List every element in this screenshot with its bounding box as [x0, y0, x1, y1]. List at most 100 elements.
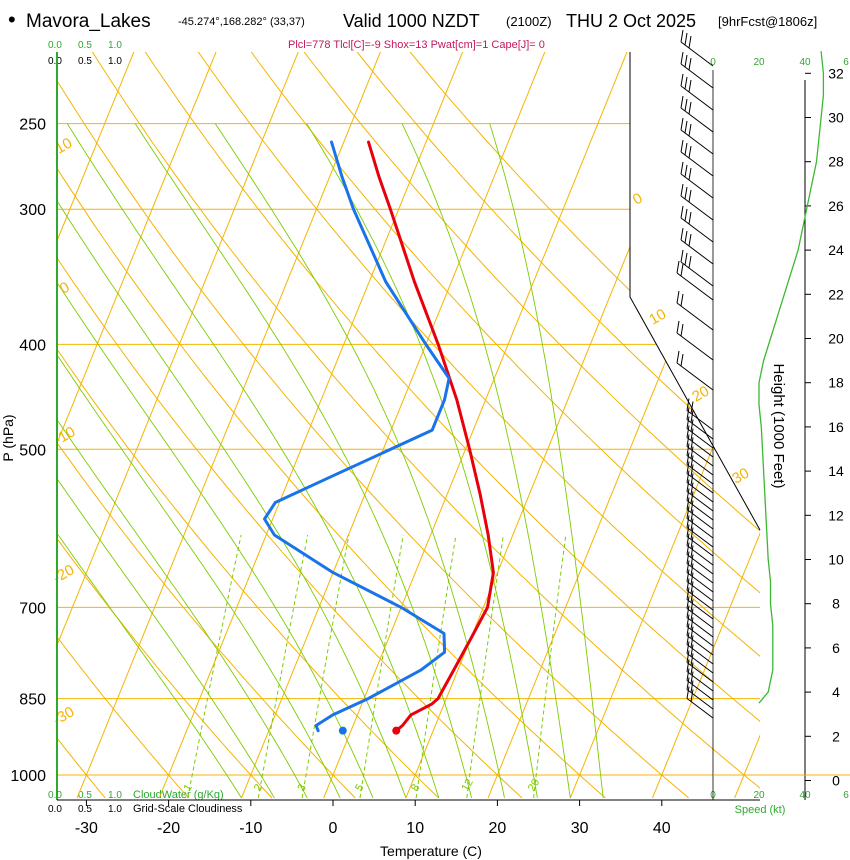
wind-barb: [680, 117, 714, 155]
speed-tick-top-0: 0: [710, 57, 716, 68]
wind-barb-flag: [690, 491, 694, 504]
wind-barb-flag: [688, 35, 692, 49]
plot-right-edge: [629, 52, 761, 531]
cloudiness-label: Grid-Scale Cloudiness: [133, 803, 243, 815]
wind-barb-flag: [686, 434, 690, 447]
wind-barb-flag: [680, 293, 684, 307]
wind-barb-staff: [686, 617, 714, 638]
dry-adiabat-0: [57, 52, 356, 799]
wind-barb-staff: [686, 473, 714, 494]
wind-barb: [686, 641, 714, 674]
wind-speed-profile: [758, 51, 825, 704]
wind-barb-staff: [680, 85, 714, 111]
wind-barb-staff: [676, 362, 714, 391]
height-tick-20: 20: [828, 331, 844, 347]
wind-barb-flag: [680, 183, 684, 197]
wind-barb-staff: [680, 239, 714, 265]
wind-barb-flag: [688, 57, 692, 71]
cloud-tick-top-1: 0.5: [78, 56, 92, 67]
isotherm--20: [158, 52, 477, 799]
wind-barb: [680, 183, 714, 221]
pressure-tick-250: 250: [19, 117, 46, 134]
wind-barb: [686, 551, 714, 584]
wind-barb: [686, 434, 714, 467]
height-tick-10: 10: [828, 552, 844, 568]
temp-tick--20: -20: [157, 820, 180, 837]
wind-barb-staff: [686, 563, 714, 584]
temp-tick--10: -10: [239, 820, 262, 837]
cloudwater-label: CloudWater (g/Kg): [133, 789, 224, 801]
wind-barb-flag: [686, 470, 690, 483]
moist-adiabat--2: [57, 123, 308, 799]
wind-barb: [686, 533, 714, 566]
wind-barb-staff: [686, 518, 714, 539]
mixing-ratio-label-1: 1: [181, 782, 194, 793]
mixing-ratio-1: [187, 534, 242, 798]
wind-barb-flag: [690, 464, 694, 477]
wind-barb: [686, 677, 714, 710]
isotherm--70: [57, 52, 66, 799]
wind-barb-flag: [688, 255, 692, 269]
wind-barb-staff: [686, 635, 714, 656]
wind-barb-flag: [690, 428, 694, 441]
wind-barb: [686, 479, 714, 512]
wind-barb-flag: [686, 605, 690, 618]
station-name: Mavora_Lakes: [26, 11, 151, 32]
wind-barb: [676, 350, 714, 391]
temp-tick-0: 0: [329, 820, 338, 837]
temp-tick--30: -30: [75, 820, 98, 837]
mixing-ratio-2: [257, 534, 309, 798]
wind-barb-flag: [690, 617, 694, 630]
isotherm-20: [487, 52, 760, 799]
wind-barb-flag: [686, 614, 690, 627]
pressure-tick-500: 500: [19, 442, 46, 459]
wind-barb-flag: [684, 164, 688, 178]
wind-barb: [686, 560, 714, 593]
wind-barb-flag: [690, 500, 694, 513]
wind-barb: [686, 443, 714, 476]
wind-barb-staff: [686, 482, 714, 503]
wind-barb-flag: [686, 416, 690, 429]
height-tick-22: 22: [828, 286, 844, 302]
wind-barb-staff: [686, 500, 714, 521]
wind-barb-staff: [686, 662, 714, 683]
wind-barb: [686, 668, 714, 701]
wind-barb-flag: [686, 479, 690, 492]
wind-barb-flag: [680, 263, 684, 277]
wind-barb-flag: [690, 644, 694, 657]
height-tick-6: 6: [832, 640, 840, 656]
wind-barb-flag: [680, 353, 684, 367]
wind-barb: [686, 497, 714, 530]
wind-barb-flag: [690, 626, 694, 639]
wind-barb: [686, 623, 714, 656]
wind-barb: [686, 515, 714, 548]
temp-tick-20: 20: [489, 820, 507, 837]
wind-barb-flag: [684, 230, 688, 244]
y-axis-title: P (hPa): [0, 414, 16, 461]
height-tick-12: 12: [828, 507, 844, 523]
wind-barb-flag: [690, 419, 694, 432]
isotherm-50: [734, 52, 760, 799]
wind-barb-flag: [680, 29, 684, 43]
mixing-ratio-label-5: 5: [353, 782, 366, 793]
dry-adiabat-10: [57, 52, 439, 799]
isotherm--60: [57, 52, 148, 799]
isotherm-30: [569, 52, 760, 799]
wind-barb-flag: [686, 542, 690, 555]
wind-barb-staff: [676, 302, 714, 331]
wind-barb: [686, 659, 714, 692]
mixing-ratio-3: [301, 534, 350, 798]
surface-dewpoint-dot: [338, 726, 347, 735]
speed-tick-bottom-20: 20: [753, 790, 765, 801]
wind-barb-flag: [688, 167, 692, 181]
isotherm--30: [76, 52, 395, 799]
wind-barb-flag: [686, 578, 690, 591]
wind-barb-staff: [686, 626, 714, 647]
wind-barb-flag: [686, 632, 690, 645]
wind-barb-flag: [690, 473, 694, 486]
wind-barb: [686, 425, 714, 458]
height-tick-2: 2: [832, 728, 840, 744]
wind-barb-flag: [690, 437, 694, 450]
wind-barb-flag: [686, 551, 690, 564]
wind-barb-staff: [686, 545, 714, 566]
